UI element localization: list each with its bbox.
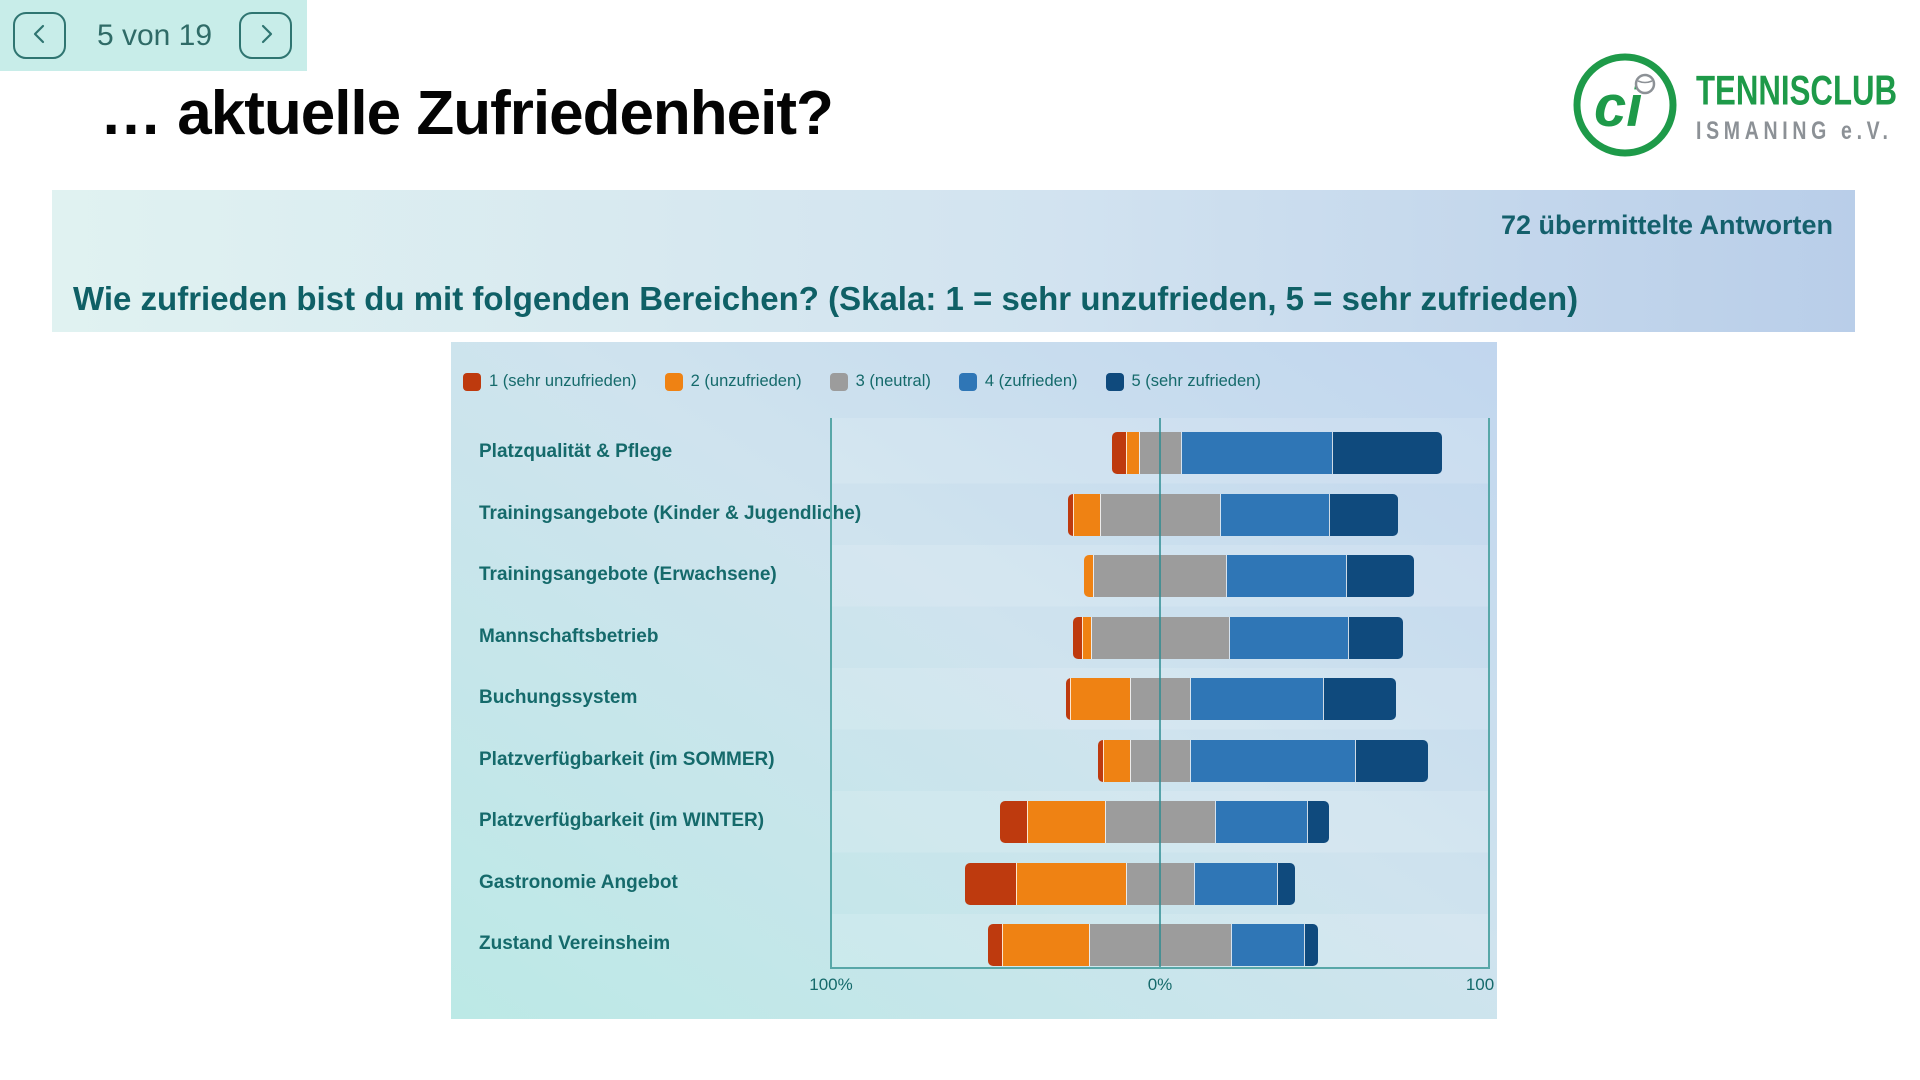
bar-segment [1189,678,1323,720]
bar-segment [999,801,1028,843]
question-banner: 72 übermittelte Antworten Wie zufrieden … [52,190,1855,332]
slide-title: … aktuelle Zufriedenheit? [100,79,834,148]
bar-segment [1073,493,1101,536]
row-label: Gastronomie Angebot [479,871,678,893]
bar-segment [1226,555,1346,597]
pager-label: 5 von 19 [96,18,213,52]
bar-row [1084,555,1415,597]
row-label: Mannschaftsbetrieb [479,625,659,647]
next-button[interactable] [239,12,292,59]
bar-segment [987,924,1002,966]
legend-item: 4 (zufrieden) [958,372,1078,391]
responses-count: 72 übermittelte Antworten [1500,210,1833,240]
bar-segment [1072,616,1082,659]
bar-segment [1068,493,1074,536]
chart-legend: 1 (sehr unzufrieden) 2 (unzufrieden) 3 (ne… [463,372,1261,391]
bar-segment [1304,924,1319,966]
bar-segment [1306,801,1330,843]
bar-segment [1228,616,1348,659]
bar-segment [1065,678,1071,720]
bar-segment [1111,432,1126,474]
row-label: Zustand Vereinsheim [479,933,671,954]
legend-swatch [463,372,481,391]
bar-segment [1180,432,1332,474]
legend-label: 2 (unzufrieden) [690,372,802,390]
bar-row [965,862,1296,905]
chevron-left-icon [30,23,50,48]
bar-segment [1231,924,1305,966]
bar-segment [1194,862,1277,905]
bar-segment [1331,432,1442,474]
x-axis-label-center: 0% [1147,975,1173,994]
x-axis-label-left: 100% [809,975,853,994]
bar-row [987,924,1319,966]
bar-segment [1276,862,1296,905]
bar-segment [1189,739,1355,782]
bar-segment [1329,493,1399,536]
legend-label: 1 (sehr unzufrieden) [489,372,637,390]
legend-swatch [829,372,848,391]
bar-row [999,801,1330,843]
question-text: Wie zufrieden bist du mit folgenden Bere… [73,280,1579,317]
prev-button[interactable] [13,12,66,59]
logo-mark-icon: ci [1572,52,1678,163]
zero-line [1159,418,1161,967]
bar-segment [1084,555,1094,597]
bar-segment [1345,555,1415,597]
legend-label: 4 (zufrieden) [984,372,1078,390]
club-logo: ci TENNISCLUB ISMANING e.V. [1572,52,1920,163]
bar-segment [1125,432,1140,474]
logo-name: TENNISCLUB [1696,67,1898,115]
bar-segment [1322,678,1397,720]
logo-subname: ISMANING e.V. [1696,117,1893,145]
bar-segment [1098,739,1103,782]
bar-segment [965,862,1016,905]
bar-row [1068,493,1399,536]
legend-item: 5 (sehr zufrieden) [1105,372,1261,391]
legend-label: 3 (neutral) [855,372,931,390]
legend-item: 1 (sehr unzufrieden) [463,372,637,391]
legend-swatch [664,372,683,391]
row-label: Platzverfügbarkeit (im WINTER) [479,810,765,831]
row-label: Trainingsangebote (Kinder & Jugendliche) [479,502,862,524]
bar-segment [1354,739,1429,782]
x-axis-label-right: 100 [1465,975,1495,994]
legend-swatch [1105,372,1124,391]
bar-row [1098,739,1429,782]
row-label: Platzqualität & Pflege [479,441,673,462]
plot-area [830,418,1490,969]
bar-row [1072,616,1403,659]
bar-segment [1081,616,1092,659]
legend-item: 3 (neutral) [829,372,931,391]
row-label: Buchungssystem [479,687,638,708]
bar-segment [1347,616,1403,659]
legend-label: 5 (sehr zufrieden) [1131,372,1261,390]
bar-segment [1214,801,1307,843]
row-label: Platzverfügbarkeit (im SOMMER) [479,748,775,770]
bar-segment [1001,924,1089,966]
bar-segment [1219,493,1330,536]
legend-swatch [958,372,977,391]
bar-segment [1102,739,1131,782]
bar-segment [1015,862,1126,905]
chevron-right-icon [256,23,276,48]
page-pager: 5 von 19 [0,0,307,71]
bar-row [1111,432,1442,474]
bar-segment [1027,801,1106,843]
legend-item: 2 (unzufrieden) [664,372,802,391]
chart-block: 1 (sehr unzufrieden) 2 (unzufrieden) 3 (ne… [451,342,1497,1019]
bar-row [1065,678,1397,720]
bar-segment [1070,678,1131,720]
row-label: Trainingsangebote (Erwachsene) [479,564,777,585]
